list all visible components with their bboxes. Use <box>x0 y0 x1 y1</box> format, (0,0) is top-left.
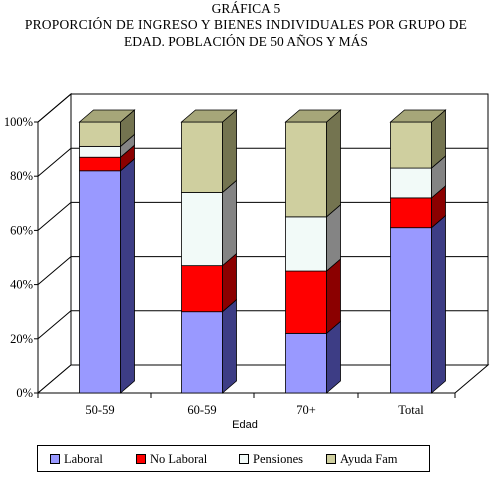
bar-top <box>284 109 342 123</box>
bar-ayuda-fam <box>285 121 327 218</box>
bar-side <box>222 298 237 394</box>
bar-side <box>431 214 446 394</box>
bar-top <box>389 109 447 123</box>
bar-side <box>222 179 237 267</box>
gridline <box>37 93 488 123</box>
gridline <box>37 256 488 285</box>
stacked-bar-chart: 0% 20% 40% 60% 80% 100% 50-59 60-59 70+ Total Edad <box>4 92 490 431</box>
legend-swatch <box>239 454 249 464</box>
bar-top <box>180 109 238 123</box>
bar-laboral <box>79 170 121 394</box>
legend-swatch <box>50 454 60 464</box>
bar-top <box>78 109 136 123</box>
bar-pensiones <box>285 216 327 272</box>
legend-label: Ayuda Fam <box>340 451 398 466</box>
x-tick-label: 50-59 <box>85 403 114 417</box>
bar-pensiones <box>181 192 223 267</box>
legend-label: No Laboral <box>150 451 208 466</box>
legend-label: Laboral <box>64 451 103 466</box>
bar-pensiones <box>79 145 121 158</box>
x-axis-label: Edad <box>232 419 258 431</box>
bar-side <box>326 258 341 335</box>
y-tick-label: 0% <box>16 386 33 400</box>
bar-laboral <box>285 332 327 394</box>
bar-ayuda-fam <box>390 121 432 169</box>
bar-ayuda-fam <box>79 121 121 147</box>
legend-item: No Laboral <box>136 452 207 466</box>
legend-item: Laboral <box>50 452 103 466</box>
chart-title-line-3: EDAD. POBLACIÓN DE 50 AÑOS Y MÁS <box>124 34 368 49</box>
bar-side <box>326 320 341 394</box>
legend-swatch <box>326 454 336 464</box>
y-tick-label: 60% <box>10 223 33 237</box>
x-tick-label: 70+ <box>296 403 316 417</box>
bar-no-laboral <box>390 197 432 229</box>
bar-pensiones <box>390 167 432 199</box>
chart-title-line-1: GRÁFICA 5 <box>211 1 281 16</box>
bar-side <box>326 109 341 218</box>
x-tick-label: 60-59 <box>187 403 216 417</box>
x-tick-label: Total <box>398 403 424 417</box>
bar-no-laboral <box>79 156 121 172</box>
legend-label: Pensiones <box>253 451 303 466</box>
chart-legend: Laboral No Laboral Pensiones Ayuda Fam <box>37 445 430 472</box>
plot-left-wall <box>37 92 72 395</box>
y-tick-label: 80% <box>10 169 33 183</box>
y-tick-label: 100% <box>4 115 33 129</box>
gridline <box>37 310 488 340</box>
bar-ayuda-fam <box>181 121 223 193</box>
legend-item: Ayuda Fam <box>326 452 398 466</box>
y-tick-label: 20% <box>10 332 33 346</box>
bar-laboral <box>181 311 223 394</box>
gridline <box>37 147 488 177</box>
legend-swatch <box>136 454 146 464</box>
bar-side <box>120 157 135 394</box>
bar-no-laboral <box>181 265 223 313</box>
bar-side <box>222 109 237 194</box>
legend-item: Pensiones <box>239 452 303 466</box>
bar-laboral <box>390 227 432 394</box>
y-tick-label: 40% <box>10 278 33 292</box>
chart-title-line-2: PROPORCIÓN DE INGRESO Y BIENES INDIVIDUA… <box>24 17 468 32</box>
gridline <box>37 201 488 231</box>
bar-no-laboral <box>285 270 327 334</box>
